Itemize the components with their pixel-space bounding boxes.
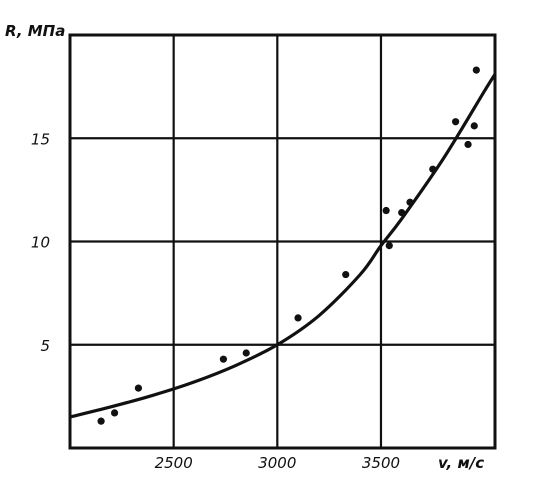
- x-tick-label: 2500: [155, 454, 193, 472]
- grid-lines: [70, 35, 495, 448]
- x-axis-label: v, м/с: [438, 454, 484, 472]
- data-point: [452, 118, 460, 126]
- plot-frame: [68, 33, 497, 450]
- y-axis-label: R, МПа: [5, 22, 65, 40]
- data-point: [242, 349, 250, 357]
- y-tick-label: 15: [31, 130, 50, 148]
- data-point: [429, 165, 437, 173]
- trend-curve: [69, 73, 497, 419]
- data-point: [398, 208, 406, 217]
- data-point: [382, 206, 390, 215]
- x-tick-label: 3000: [258, 454, 296, 472]
- y-tick-label: 10: [31, 234, 50, 252]
- data-point: [342, 270, 350, 279]
- data-point: [406, 198, 414, 206]
- data-points: [97, 66, 480, 425]
- y-tick-label: 5: [40, 337, 50, 355]
- data-point: [219, 355, 228, 363]
- data-point: [134, 384, 143, 392]
- data-point: [464, 140, 472, 149]
- data-point: [294, 314, 302, 322]
- tick-labels: 2500 3000 3500 5 10 15: [31, 130, 400, 472]
- data-point: [385, 242, 393, 250]
- data-point: [110, 409, 119, 417]
- x-tick-label: 3500: [362, 454, 400, 472]
- data-point: [470, 122, 478, 130]
- data-point: [472, 66, 480, 74]
- data-point: [97, 417, 105, 425]
